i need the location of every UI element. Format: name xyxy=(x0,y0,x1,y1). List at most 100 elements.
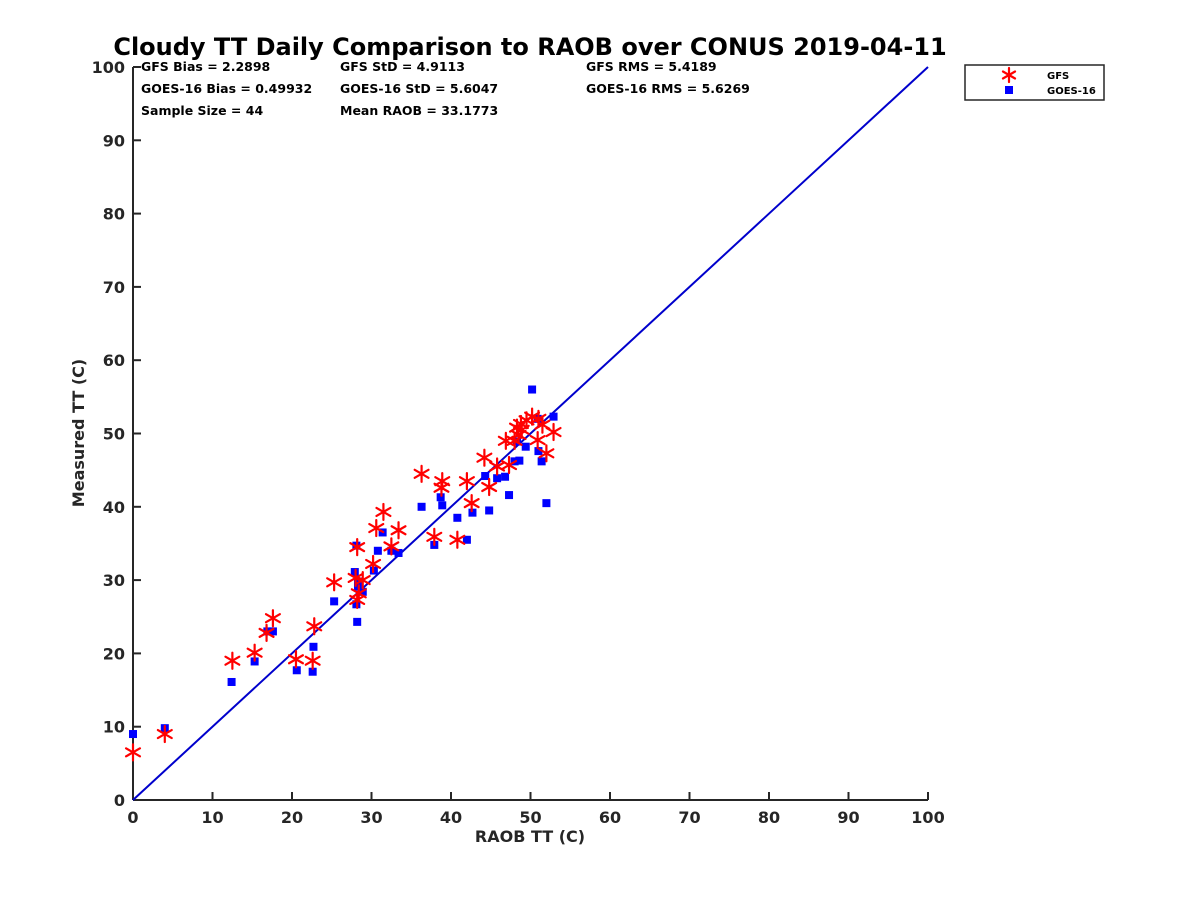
legend-goes16-label: GOES-16 xyxy=(1047,86,1096,97)
legend-goes16-marker xyxy=(1005,86,1013,94)
legend-gfs-marker xyxy=(1001,66,1017,84)
goes16-series xyxy=(129,385,558,739)
goes16-point xyxy=(542,499,551,508)
gfs-point xyxy=(354,570,371,590)
x-tick-label: 30 xyxy=(360,808,382,827)
stat-text: Mean RAOB = 33.1773 xyxy=(340,103,498,118)
goes16-point xyxy=(462,535,471,544)
gfs-point xyxy=(224,651,241,670)
x-tick-label: 20 xyxy=(281,808,303,827)
goes16-point xyxy=(353,577,362,586)
y-tick-label: 0 xyxy=(114,791,125,810)
y-tick-label: 70 xyxy=(103,278,125,297)
goes16-point xyxy=(436,493,445,502)
legend-gfs-label: GFS xyxy=(1047,71,1069,82)
goes16-point xyxy=(468,508,477,517)
stat-text: GFS Bias = 2.2898 xyxy=(141,59,270,74)
x-tick-label: 100 xyxy=(911,808,944,827)
goes16-point xyxy=(417,502,426,511)
goes16-point xyxy=(501,472,510,481)
goes16-point xyxy=(453,513,462,522)
x-tick-label: 0 xyxy=(127,808,138,827)
stat-text: Sample Size = 44 xyxy=(141,103,263,118)
goes16-point xyxy=(515,456,524,465)
goes16-point xyxy=(528,385,537,394)
gfs-point xyxy=(306,617,323,636)
goes16-point xyxy=(505,491,514,500)
goes16-point xyxy=(485,506,494,515)
gfs-point xyxy=(449,530,466,549)
y-tick-label: 10 xyxy=(103,718,125,737)
stats-panel: GFS Bias = 2.2898 GFS StD = 4.9113 GFS RMS… xyxy=(141,59,750,118)
goes16-point xyxy=(353,617,362,626)
gfs-point xyxy=(481,477,498,497)
goes16-point xyxy=(493,474,502,483)
y-tick-label: 50 xyxy=(103,425,125,444)
x-tick-label: 10 xyxy=(201,808,223,827)
goes16-point xyxy=(268,627,277,636)
gfs-series xyxy=(124,407,562,762)
gfs-point xyxy=(365,554,382,574)
goes16-point xyxy=(227,677,236,686)
stat-text: GFS StD = 4.9113 xyxy=(340,59,465,74)
gfs-point xyxy=(538,444,555,463)
plot-axes: 0 10 20 30 40 50 60 70 80 90 100 0 10 20 30 40 50 60 70 80 9… xyxy=(92,58,945,827)
gfs-point xyxy=(390,521,407,540)
y-tick-label: 90 xyxy=(103,131,125,150)
goes16-point xyxy=(394,548,403,557)
x-tick-label: 80 xyxy=(758,808,780,827)
gfs-point xyxy=(368,518,385,538)
gfs-point xyxy=(304,651,321,670)
gfs-point xyxy=(413,464,430,483)
gfs-point xyxy=(350,584,367,603)
y-tick-label: 60 xyxy=(103,351,125,370)
gfs-point xyxy=(545,422,562,442)
y-tick-label: 40 xyxy=(103,498,125,517)
y-tick-label: 80 xyxy=(103,205,125,224)
gfs-point xyxy=(349,538,366,557)
gfs-point xyxy=(258,623,275,642)
goes16-point xyxy=(481,472,490,481)
goes16-point xyxy=(129,730,137,739)
goes16-point xyxy=(308,667,317,676)
goes16-point xyxy=(534,447,543,456)
gfs-point xyxy=(529,430,546,450)
gfs-point xyxy=(264,609,281,628)
gfs-point xyxy=(246,643,263,662)
one-to-one-line xyxy=(132,66,929,801)
x-axis-label: RAOB TT (C) xyxy=(475,827,585,846)
goes16-point xyxy=(537,457,546,466)
legend: GFS GOES-16 xyxy=(964,64,1105,101)
goes16-point xyxy=(438,501,447,510)
goes16-point xyxy=(521,442,530,451)
stat-text: GOES-16 StD = 5.6047 xyxy=(340,81,498,96)
y-tick-label: 30 xyxy=(103,571,125,590)
gfs-point xyxy=(383,537,400,556)
stat-text: GOES-16 RMS = 5.6269 xyxy=(586,81,750,96)
chart-title: Cloudy TT Daily Comparison to RAOB over … xyxy=(113,33,946,61)
gfs-point xyxy=(287,650,305,669)
y-axis-label: Measured TT (C) xyxy=(69,359,88,507)
x-tick-label: 60 xyxy=(599,808,621,827)
goes16-point xyxy=(373,546,382,555)
gfs-point xyxy=(476,448,493,467)
goes16-point xyxy=(330,597,339,606)
gfs-point xyxy=(124,743,142,762)
stat-text: GOES-16 Bias = 0.49932 xyxy=(141,81,312,96)
x-tick-label: 70 xyxy=(678,808,700,827)
y-tick-label: 20 xyxy=(103,644,125,663)
x-tick-label: 40 xyxy=(440,808,462,827)
stat-text: GFS RMS = 5.4189 xyxy=(586,59,717,74)
gfs-point xyxy=(513,420,530,439)
gfs-point xyxy=(426,527,443,546)
x-tick-label: 90 xyxy=(837,808,859,827)
goes16-point xyxy=(309,642,318,651)
x-tick-label: 50 xyxy=(519,808,541,827)
gfs-point xyxy=(156,724,173,744)
y-tick-label: 100 xyxy=(92,58,125,77)
goes16-point xyxy=(549,412,558,421)
gfs-point xyxy=(434,472,451,491)
gfs-point xyxy=(326,573,343,592)
gfs-point xyxy=(510,425,527,445)
